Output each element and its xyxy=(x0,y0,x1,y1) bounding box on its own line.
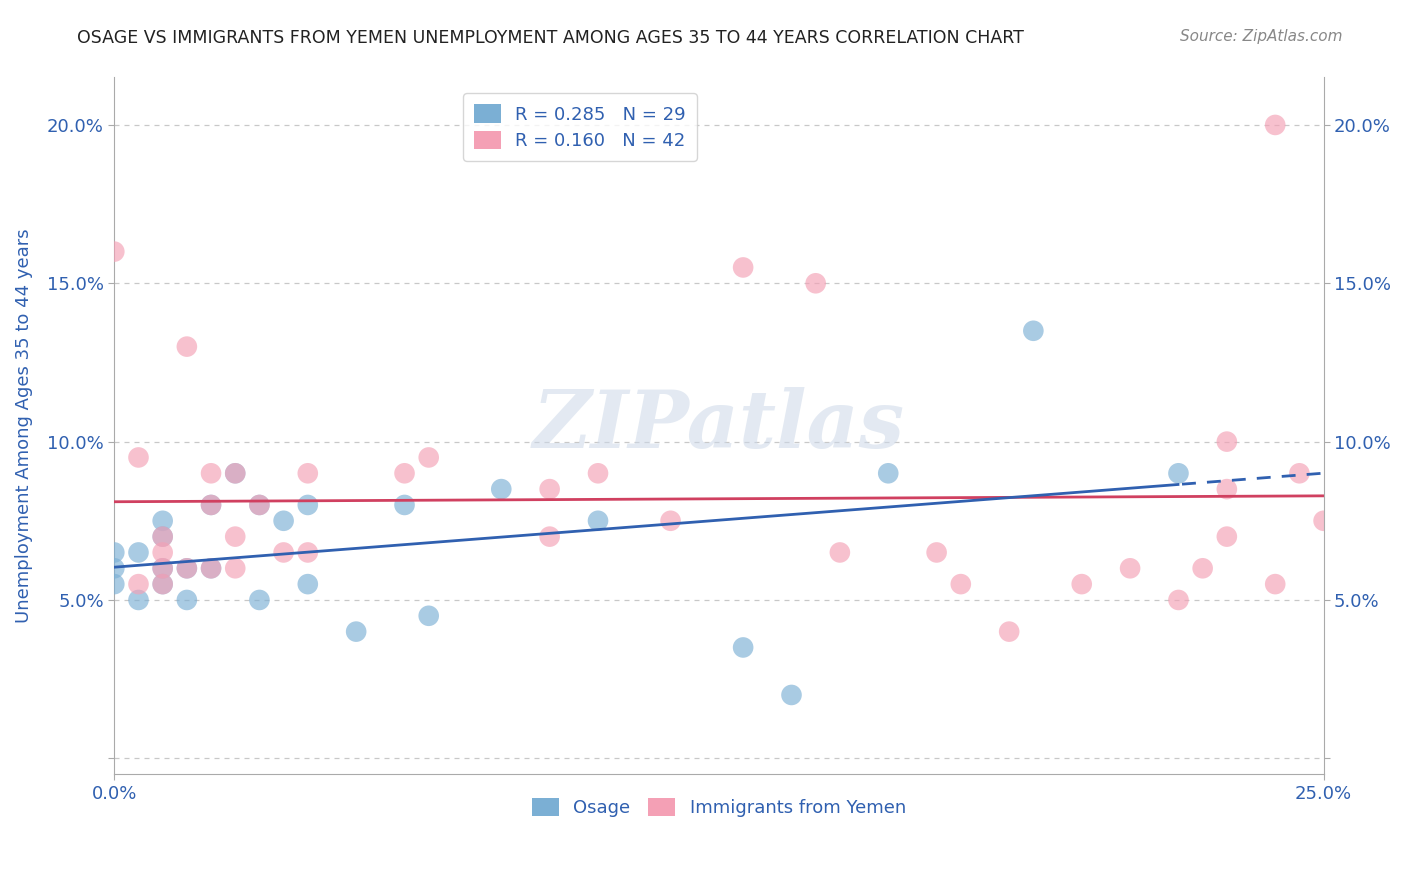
Point xyxy=(249,593,271,607)
Point xyxy=(128,545,150,559)
Point xyxy=(828,545,851,559)
Point xyxy=(1216,530,1239,544)
Point xyxy=(949,577,972,591)
Point xyxy=(586,467,609,481)
Point xyxy=(103,545,125,559)
Point xyxy=(1191,561,1213,575)
Point xyxy=(200,467,222,481)
Point xyxy=(538,530,561,544)
Point xyxy=(659,514,682,528)
Point xyxy=(1119,561,1142,575)
Point xyxy=(249,498,271,512)
Point xyxy=(418,450,440,465)
Point xyxy=(780,688,803,702)
Point xyxy=(297,498,319,512)
Point xyxy=(804,277,827,291)
Point xyxy=(176,561,198,575)
Point xyxy=(103,577,125,591)
Point xyxy=(273,514,295,528)
Point xyxy=(224,467,246,481)
Point xyxy=(297,577,319,591)
Point xyxy=(344,624,367,639)
Point xyxy=(128,450,150,465)
Point xyxy=(1216,482,1239,496)
Point xyxy=(176,340,198,354)
Point xyxy=(394,498,416,512)
Point xyxy=(925,545,948,559)
Point xyxy=(1216,434,1239,449)
Legend: Osage, Immigrants from Yemen: Osage, Immigrants from Yemen xyxy=(524,790,914,824)
Point xyxy=(152,530,174,544)
Point xyxy=(224,561,246,575)
Point xyxy=(491,482,513,496)
Point xyxy=(103,244,125,259)
Point xyxy=(297,545,319,559)
Point xyxy=(586,514,609,528)
Point xyxy=(394,467,416,481)
Point xyxy=(128,577,150,591)
Point xyxy=(1264,577,1286,591)
Point xyxy=(1022,324,1045,338)
Text: OSAGE VS IMMIGRANTS FROM YEMEN UNEMPLOYMENT AMONG AGES 35 TO 44 YEARS CORRELATIO: OSAGE VS IMMIGRANTS FROM YEMEN UNEMPLOYM… xyxy=(77,29,1024,47)
Point xyxy=(152,545,174,559)
Point xyxy=(152,577,174,591)
Point xyxy=(297,467,319,481)
Point xyxy=(877,467,900,481)
Point xyxy=(1264,118,1286,132)
Point xyxy=(176,561,198,575)
Point xyxy=(200,561,222,575)
Point xyxy=(176,593,198,607)
Point xyxy=(418,608,440,623)
Point xyxy=(538,482,561,496)
Point xyxy=(200,498,222,512)
Point xyxy=(1070,577,1092,591)
Point xyxy=(224,530,246,544)
Text: ZIPatlas: ZIPatlas xyxy=(533,387,905,465)
Point xyxy=(152,561,174,575)
Point xyxy=(998,624,1021,639)
Point xyxy=(1312,514,1334,528)
Point xyxy=(249,498,271,512)
Point xyxy=(733,640,755,655)
Point xyxy=(152,530,174,544)
Point xyxy=(152,561,174,575)
Text: Source: ZipAtlas.com: Source: ZipAtlas.com xyxy=(1180,29,1343,45)
Point xyxy=(200,561,222,575)
Point xyxy=(128,593,150,607)
Point xyxy=(733,260,755,275)
Point xyxy=(152,577,174,591)
Point xyxy=(1167,467,1189,481)
Point xyxy=(1167,593,1189,607)
Point xyxy=(273,545,295,559)
Point xyxy=(152,514,174,528)
Point xyxy=(200,498,222,512)
Y-axis label: Unemployment Among Ages 35 to 44 years: Unemployment Among Ages 35 to 44 years xyxy=(15,228,32,624)
Point xyxy=(1288,467,1310,481)
Point xyxy=(103,561,125,575)
Point xyxy=(224,467,246,481)
